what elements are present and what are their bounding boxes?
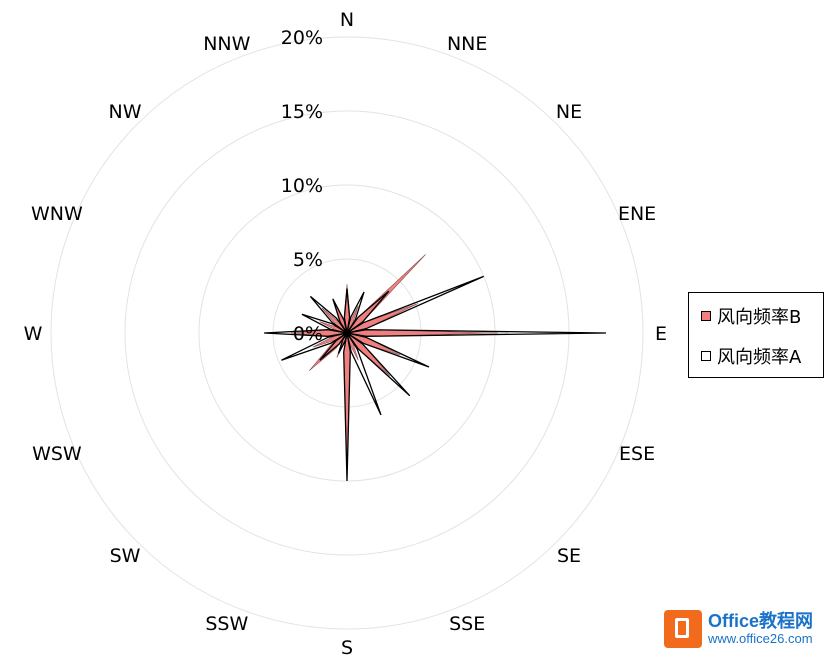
center-point (344, 330, 350, 336)
petal-a-e (346, 329, 607, 337)
direction-label-ene: ENE (618, 203, 656, 225)
legend-item-series-b: 风向频率B (701, 303, 801, 329)
legend-label-a: 风向频率A (717, 347, 802, 368)
tick-label: 20% (281, 27, 323, 49)
direction-label-ese: ESE (619, 443, 655, 465)
petal-a-ene (346, 275, 484, 334)
direction-label-nne: NNE (447, 33, 487, 55)
petal-a-nnw (332, 298, 348, 334)
petal-a-w (264, 329, 348, 337)
direction-label-s: S (341, 637, 353, 659)
watermark-logo: Office教程网 www.office26.com (664, 610, 813, 648)
direction-label-se: SE (557, 545, 581, 567)
direction-label-sw: SW (110, 545, 141, 567)
direction-label-nw: NW (109, 101, 142, 123)
direction-label-sse: SSE (449, 613, 485, 635)
tick-label: 0% (293, 323, 323, 345)
legend-swatch-b (701, 311, 711, 321)
tick-label: 5% (293, 249, 323, 271)
watermark-url: www.office26.com (708, 630, 813, 646)
direction-label-e: E (655, 323, 667, 345)
petal-a-s (343, 332, 351, 482)
petal-a-ne (346, 290, 390, 334)
grid-ring (50, 36, 644, 630)
direction-label-nnw: NNW (203, 33, 250, 55)
tick-label: 10% (281, 175, 323, 197)
legend-label-b: 风向频率B (717, 307, 802, 328)
legend-swatch-a (701, 351, 711, 361)
direction-label-ne: NE (556, 101, 582, 123)
office-logo-icon (664, 610, 702, 648)
watermark-title: Office教程网 (708, 610, 814, 631)
direction-label-n: N (340, 9, 354, 31)
direction-label-wsw: WSW (32, 443, 82, 465)
tick-label: 15% (281, 101, 323, 123)
petal-a-se (346, 332, 411, 397)
direction-label-wnw: WNW (31, 203, 83, 225)
direction-label-w: W (24, 323, 43, 345)
direction-label-ssw: SSW (205, 613, 248, 635)
petal-a-nw (309, 295, 348, 334)
legend-item-series-a: 风向频率A (701, 343, 801, 369)
legend: 风向频率B 风向频率A (688, 292, 824, 378)
petal-a-ese (346, 332, 430, 368)
